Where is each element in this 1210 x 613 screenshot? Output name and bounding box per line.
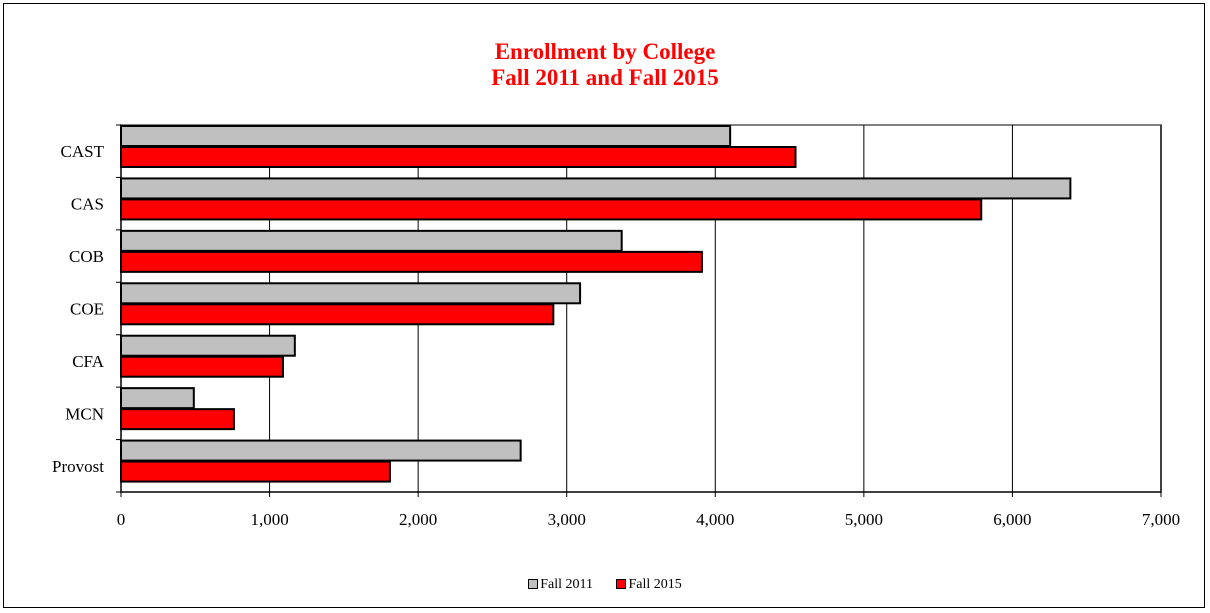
y-tick-label-cob: COB bbox=[69, 247, 104, 266]
y-tick-label-cfa: CFA bbox=[72, 352, 105, 371]
bar-provost-fall-2015 bbox=[120, 460, 391, 483]
y-tick-label-cast: CAST bbox=[61, 142, 105, 161]
bar-cfa-fall-2015 bbox=[120, 355, 284, 378]
legend: Fall 2011 Fall 2015 bbox=[0, 577, 1210, 593]
legend-label-fall-2015: Fall 2015 bbox=[628, 577, 682, 592]
x-tick-label-7000: 7,000 bbox=[1142, 510, 1180, 529]
bar-coe-fall-2015 bbox=[120, 303, 555, 326]
y-tick-label-coe: COE bbox=[70, 300, 104, 319]
bar-cas-fall-2011 bbox=[120, 177, 1072, 200]
bar-provost-fall-2011 bbox=[120, 439, 522, 462]
y-tick-label-mcn: MCN bbox=[65, 404, 104, 423]
legend-label-fall-2011: Fall 2011 bbox=[540, 577, 593, 592]
x-tick-label-0: 0 bbox=[117, 510, 126, 529]
x-tick-label-3000: 3,000 bbox=[548, 510, 586, 529]
x-tick-label-2000: 2,000 bbox=[399, 510, 437, 529]
legend-swatch-fall-2011 bbox=[528, 578, 539, 589]
bar-cob-fall-2015 bbox=[120, 250, 703, 273]
y-tick-label-provost: Provost bbox=[52, 457, 104, 476]
legend-item-fall-2015: Fall 2015 bbox=[616, 577, 682, 593]
chart-title: Enrollment by College bbox=[494, 39, 716, 64]
x-tick-label-4000: 4,000 bbox=[696, 510, 734, 529]
bar-mcn-fall-2011 bbox=[120, 387, 195, 410]
x-tick-label-6000: 6,000 bbox=[993, 510, 1031, 529]
bar-coe-fall-2011 bbox=[120, 282, 582, 305]
bar-mcn-fall-2015 bbox=[120, 408, 235, 431]
chart-subtitle: Fall 2011 and Fall 2015 bbox=[491, 65, 719, 90]
bar-cas-fall-2015 bbox=[120, 198, 983, 221]
bar-cast-fall-2011 bbox=[120, 125, 732, 147]
bar-cfa-fall-2011 bbox=[120, 334, 296, 357]
legend-swatch-fall-2015 bbox=[616, 578, 627, 589]
y-tick-label-cas: CAS bbox=[71, 195, 104, 214]
x-tick-label-1000: 1,000 bbox=[250, 510, 288, 529]
bar-cast-fall-2015 bbox=[120, 146, 797, 168]
legend-item-fall-2011: Fall 2011 bbox=[528, 577, 593, 593]
x-tick-label-5000: 5,000 bbox=[845, 510, 883, 529]
bar-cob-fall-2011 bbox=[120, 229, 623, 252]
